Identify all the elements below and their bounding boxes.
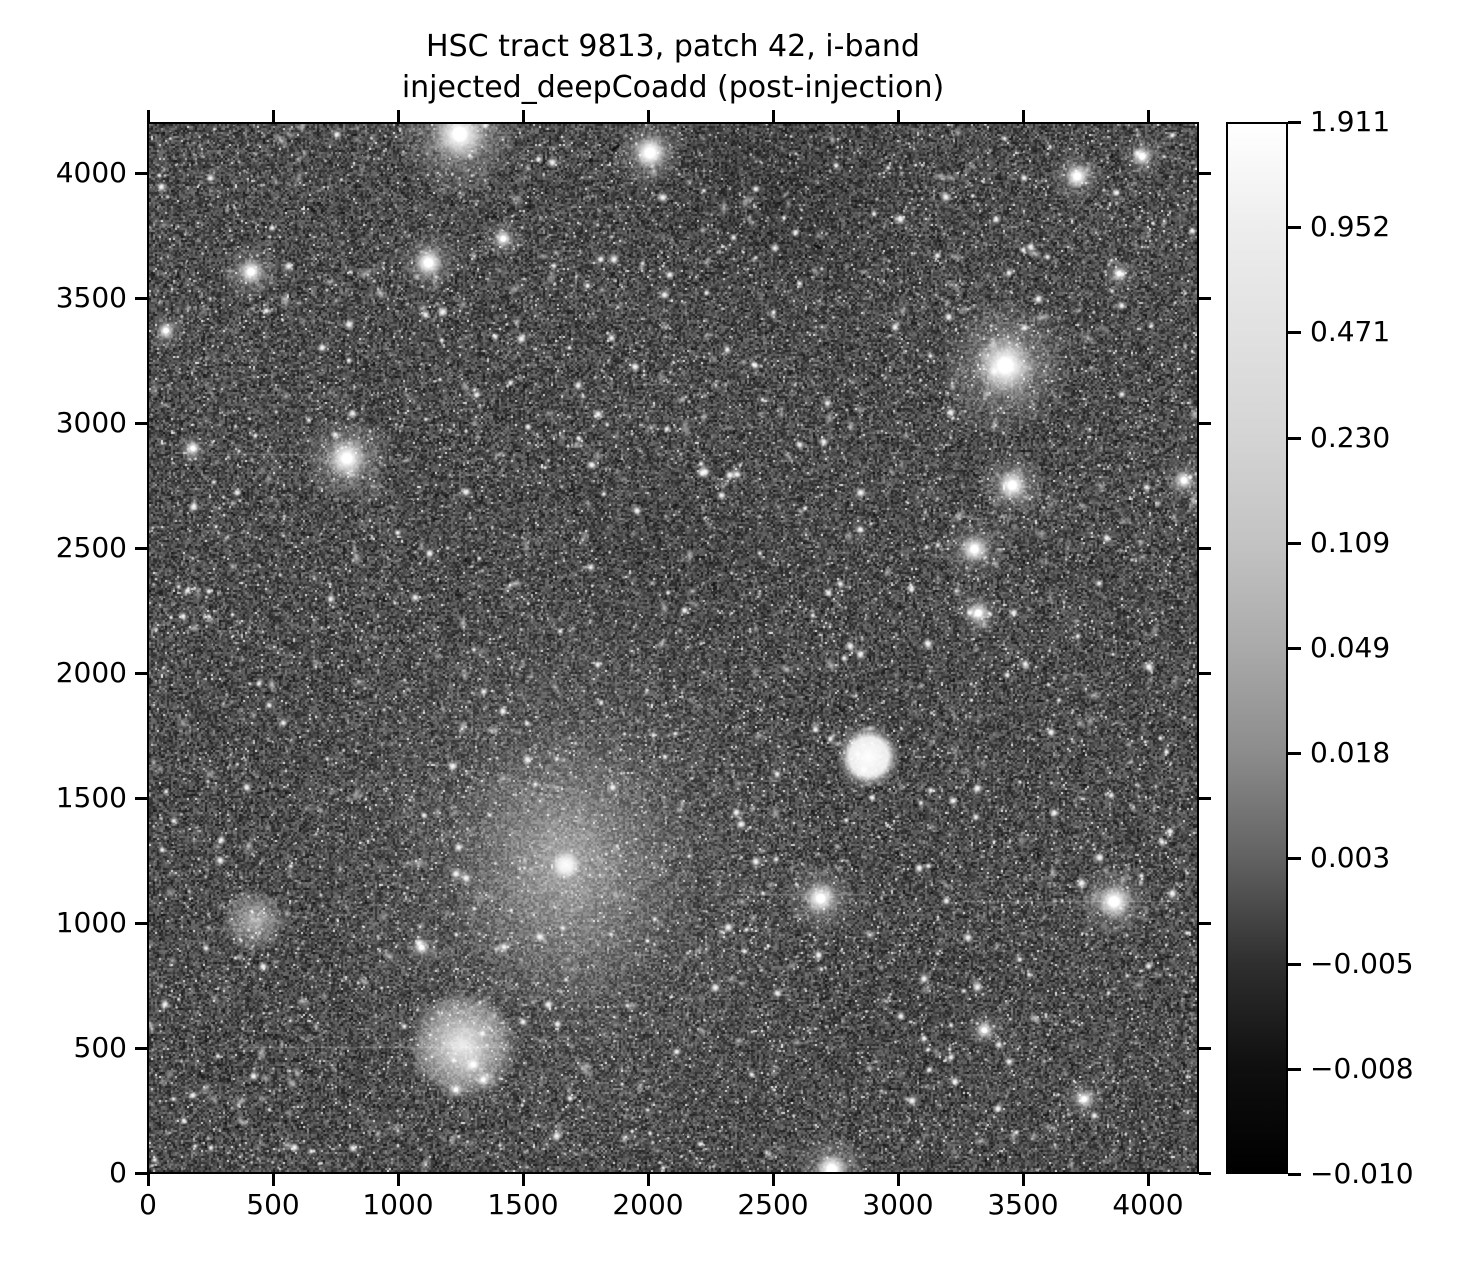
x-tick-label: 0 (139, 1188, 157, 1221)
figure-title: HSC tract 9813, patch 42, i-band injecte… (148, 26, 1198, 108)
title-line-2: injected_deepCoadd (post-injection) (401, 70, 945, 105)
y-tick-label: 0 (109, 1156, 127, 1189)
y-tick-label: 500 (73, 1031, 127, 1064)
x-tick-mark-top (897, 110, 900, 122)
y-tick-mark (135, 672, 147, 675)
colorbar (1226, 122, 1288, 1174)
x-tick-label: 1000 (362, 1188, 434, 1221)
y-tick-label: 1000 (55, 906, 127, 939)
y-tick-mark (135, 1172, 147, 1175)
x-tick-mark-top (772, 110, 775, 122)
y-tick-label: 3000 (55, 406, 127, 439)
y-tick-mark (135, 797, 147, 800)
x-tick-label: 3000 (862, 1188, 934, 1221)
plot-area (147, 122, 1199, 1174)
colorbar-tick-label: 0.471 (1310, 315, 1391, 349)
colorbar-tick-mark (1288, 1173, 1301, 1176)
colorbar-tick-label: 0.049 (1310, 631, 1391, 664)
x-tick-mark (897, 1174, 900, 1186)
colorbar-tick-mark (1288, 647, 1301, 650)
y-tick-label: 3500 (55, 281, 127, 314)
x-tick-mark-top (397, 110, 400, 122)
colorbar-tick-mark (1288, 857, 1301, 861)
colorbar-tick-mark (1288, 962, 1301, 966)
y-tick-mark (135, 1047, 147, 1050)
x-tick-label: 4000 (1112, 1188, 1184, 1221)
colorbar-tick-label: 0.230 (1310, 420, 1391, 454)
y-tick-mark-right (1199, 1047, 1211, 1050)
x-tick-label: 1500 (487, 1188, 559, 1221)
y-tick-label: 2500 (55, 531, 127, 564)
y-tick-mark (135, 172, 147, 175)
colorbar-tick-label: 0.109 (1310, 525, 1391, 559)
colorbar-tick-mark (1288, 436, 1301, 440)
y-tick-mark-right (1199, 297, 1211, 300)
x-tick-mark (147, 1174, 150, 1186)
x-tick-mark-top (1022, 110, 1025, 122)
colorbar-tick-mark (1288, 331, 1301, 335)
y-tick-label: 2000 (55, 656, 127, 689)
y-tick-mark (135, 422, 147, 425)
y-tick-label: 4000 (55, 156, 127, 189)
x-tick-mark-top (1147, 110, 1150, 122)
x-tick-mark-top (647, 110, 650, 122)
colorbar-tick-label: 0.018 (1310, 736, 1391, 770)
x-tick-mark (647, 1174, 650, 1186)
colorbar-tick-label: 0.003 (1310, 841, 1391, 875)
x-tick-mark (772, 1174, 775, 1186)
y-tick-mark-right (1199, 172, 1211, 175)
y-tick-mark-right (1199, 672, 1211, 675)
x-tick-mark (397, 1174, 400, 1186)
x-tick-mark (272, 1174, 275, 1186)
x-tick-label: 2000 (612, 1188, 684, 1221)
y-tick-mark-right (1199, 797, 1211, 800)
x-tick-label: 3500 (987, 1188, 1059, 1221)
colorbar-tick-label: −0.010 (1310, 1157, 1414, 1190)
x-tick-label: 2500 (737, 1188, 809, 1221)
y-tick-mark-right (1199, 547, 1211, 550)
x-tick-label: 500 (246, 1188, 300, 1221)
colorbar-tick-label: 0.952 (1310, 210, 1391, 244)
colorbar-tick-label: 1.911 (1310, 105, 1391, 138)
colorbar-tick-label: −0.005 (1310, 946, 1414, 980)
x-tick-mark (1022, 1174, 1025, 1186)
x-tick-mark-top (147, 110, 150, 122)
colorbar-tick-mark (1288, 1067, 1301, 1071)
y-tick-mark (135, 922, 147, 925)
title-line-1: HSC tract 9813, patch 42, i-band (426, 29, 920, 64)
colorbar-tick-label: −0.008 (1310, 1051, 1414, 1085)
colorbar-tick-mark (1288, 121, 1301, 124)
x-tick-mark (1147, 1174, 1150, 1186)
y-tick-mark-right (1199, 422, 1211, 425)
y-tick-mark-right (1199, 922, 1211, 925)
x-tick-mark (522, 1174, 525, 1186)
y-tick-mark-right (1199, 1172, 1211, 1175)
colorbar-gradient (1228, 124, 1286, 1172)
colorbar-tick-mark (1288, 226, 1301, 230)
y-tick-mark (135, 297, 147, 300)
image-canvas (149, 124, 1197, 1172)
y-tick-label: 1500 (55, 781, 127, 814)
x-tick-mark-top (272, 110, 275, 122)
y-tick-mark (135, 547, 147, 550)
x-tick-mark-top (522, 110, 525, 122)
colorbar-tick-mark (1288, 541, 1301, 545)
colorbar-tick-mark (1288, 752, 1301, 756)
